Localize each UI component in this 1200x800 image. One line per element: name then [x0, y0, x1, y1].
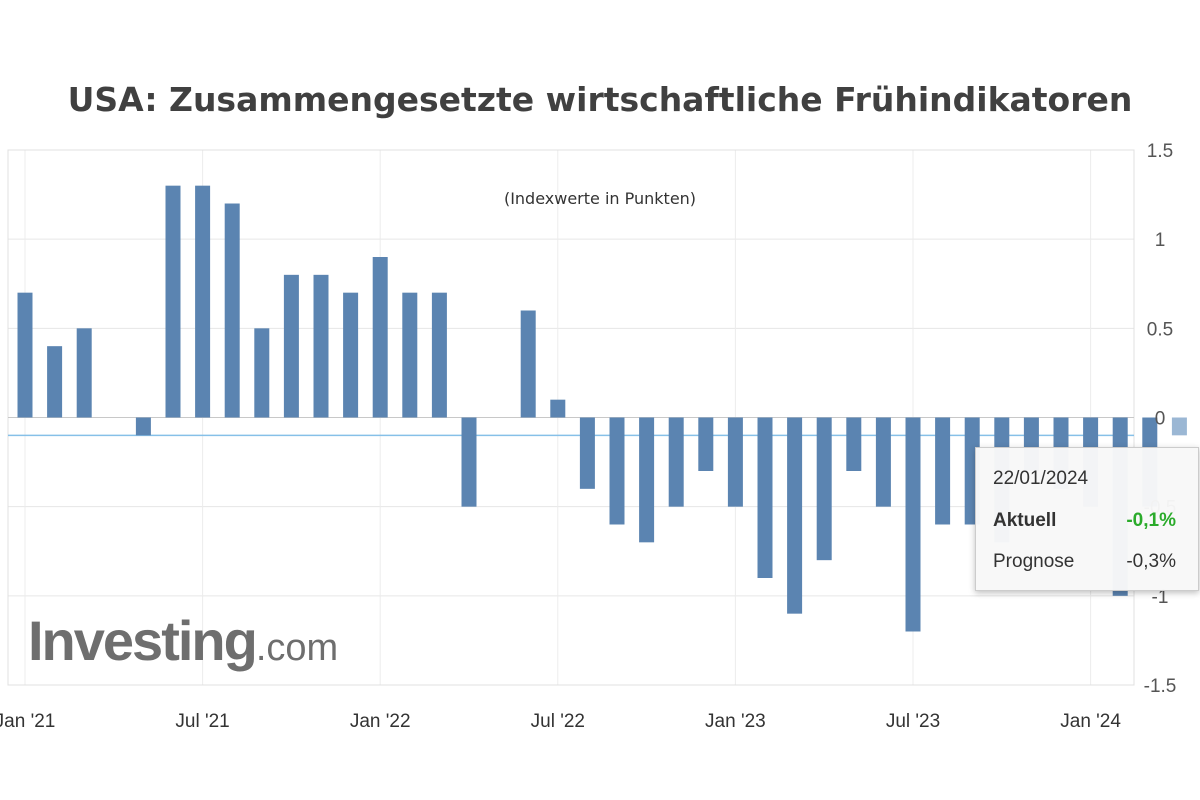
bar[interactable]	[550, 399, 566, 418]
bar[interactable]	[1171, 417, 1187, 436]
bar[interactable]	[17, 292, 33, 418]
chart-title: USA: Zusammengesetzte wirtschaftliche Fr…	[67, 80, 1133, 119]
bar[interactable]	[668, 417, 684, 507]
bar[interactable]	[47, 346, 63, 418]
bar[interactable]	[313, 274, 329, 418]
tooltip-actual-label: Aktuell	[993, 510, 1057, 531]
bar-series	[17, 185, 1187, 632]
bar[interactable]	[816, 417, 832, 561]
bar[interactable]	[520, 310, 536, 418]
bar[interactable]	[254, 328, 270, 418]
bar[interactable]	[224, 203, 240, 418]
bar[interactable]	[135, 417, 151, 436]
bar[interactable]	[935, 417, 951, 525]
x-tick-label: Jul '23	[886, 711, 940, 732]
bar[interactable]	[372, 257, 388, 418]
tooltip-date: 22/01/2024	[993, 468, 1089, 489]
y-tick-label: -1.5	[1144, 676, 1177, 697]
y-tick-label: 1	[1155, 230, 1166, 251]
bar[interactable]	[431, 292, 447, 418]
bar[interactable]	[698, 417, 714, 472]
x-tick-label: Jul '22	[531, 711, 585, 732]
bar[interactable]	[165, 185, 181, 418]
x-tick-label: Jan '24	[1060, 711, 1121, 732]
x-tick-label: Jan '21	[0, 711, 55, 732]
bar[interactable]	[579, 417, 595, 489]
y-tick-label: -1	[1152, 587, 1169, 608]
tooltip-actual-value: -0,1%	[1126, 510, 1176, 531]
bar[interactable]	[875, 417, 891, 507]
bar[interactable]	[787, 417, 803, 614]
tooltip-actual-row: Aktuell -0,1%	[993, 510, 1176, 532]
investing-logo: Investing.com	[28, 608, 338, 673]
y-tick-label: 0.5	[1147, 319, 1173, 340]
tooltip-forecast-row: Prognose -0,3%	[993, 551, 1176, 573]
bar[interactable]	[195, 185, 211, 418]
x-tick-label: Jan '23	[705, 711, 766, 732]
bar[interactable]	[402, 292, 418, 418]
bar[interactable]	[905, 417, 921, 632]
x-tick-label: Jan '22	[350, 711, 411, 732]
bar[interactable]	[727, 417, 743, 507]
logo-word: Investing	[28, 609, 258, 672]
logo-domain: .com	[255, 627, 339, 669]
x-tick-label: Jul '21	[175, 711, 229, 732]
chart-subtitle: (Indexwerte in Punkten)	[504, 189, 696, 208]
x-axis: Jan '21 Jul '21 Jan '22 Jul '22 Jan '23 Jul '…	[0, 711, 1121, 732]
bar[interactable]	[639, 417, 655, 543]
bar[interactable]	[846, 417, 862, 472]
bar[interactable]	[609, 417, 625, 525]
bar[interactable]	[76, 328, 92, 418]
tooltip-forecast-value: -0,3%	[1126, 551, 1176, 572]
tooltip-forecast-label: Prognose	[993, 551, 1075, 572]
y-tick-label: 0	[1155, 409, 1166, 430]
y-tick-label: 1.5	[1147, 141, 1173, 162]
bar[interactable]	[343, 292, 359, 418]
data-tooltip: 22/01/2024 Aktuell -0,1% Prognose -0,3%	[975, 447, 1199, 591]
bar[interactable]	[283, 274, 299, 418]
bar[interactable]	[461, 417, 477, 507]
bar[interactable]	[757, 417, 773, 579]
